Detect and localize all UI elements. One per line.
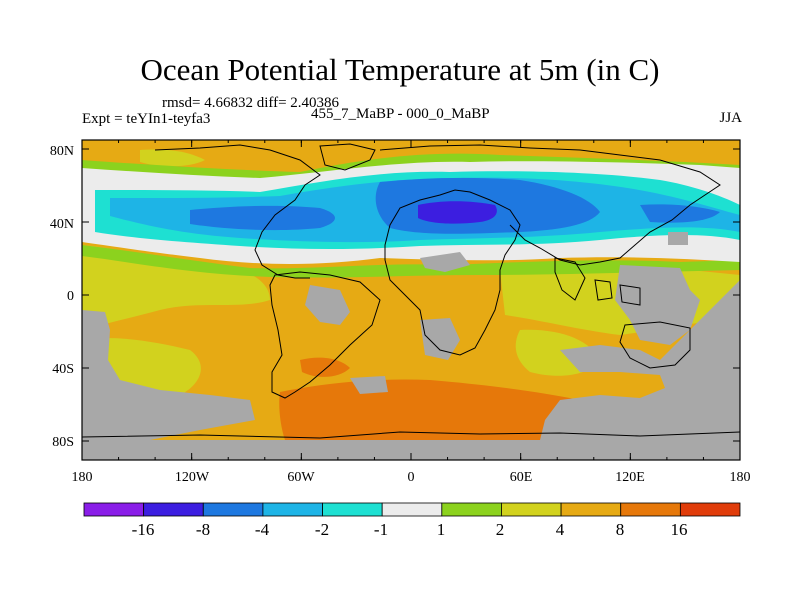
land-mask-north-africa <box>420 252 470 272</box>
land-mask-southeast <box>540 280 740 440</box>
outline-india <box>554 257 586 301</box>
x-tick-label: 120E <box>615 470 645 485</box>
field-blue-west <box>190 205 335 231</box>
outline-south-america <box>269 271 381 399</box>
field-darkorange-patch <box>300 357 350 377</box>
outline-europe-africa <box>384 189 521 356</box>
colorbar-swatch <box>143 502 204 517</box>
x-tick-label: 60W <box>287 470 315 485</box>
colorbar-labels: -16 -8 -4 -2 -1 1 2 4 8 16 <box>132 520 688 539</box>
rmsd-diff-stats: rmsd= 4.66832 diff= 2.40386 <box>162 95 340 111</box>
x-tick-label: 0 <box>408 470 415 485</box>
colorbar-label: 16 <box>671 520 688 539</box>
x-tick-label: 180 <box>72 470 93 485</box>
x-tick-label: 120W <box>175 470 210 485</box>
colorbar-label: 2 <box>496 520 505 539</box>
field-darkorange-south <box>279 379 580 445</box>
colorbar-swatch <box>202 502 264 517</box>
y-tick-label: 40S <box>52 362 74 377</box>
colorbar-swatch <box>322 502 383 517</box>
colorbar-swatch <box>83 502 145 517</box>
experiment-label: Expt = teYIn1-teyfa3 <box>82 111 211 127</box>
colorbar-swatch <box>262 502 323 517</box>
tick-marks <box>81 140 741 460</box>
field-yellow-band-west <box>82 245 270 330</box>
temperature-field <box>82 140 740 460</box>
land-mask-antarctic-west <box>82 440 740 460</box>
colorbar-swatch <box>620 502 681 517</box>
outline-maritime <box>594 279 641 306</box>
y-tick-label: 80N <box>50 144 74 159</box>
y-tick-label: 80S <box>52 435 74 450</box>
colorbar-label: -2 <box>315 520 329 539</box>
plot-title: Ocean Potential Temperature at 5m (in C) <box>140 52 660 87</box>
colorbar-swatch <box>441 502 502 517</box>
season-label: JJA <box>719 110 742 126</box>
colorbar-swatch <box>501 502 562 517</box>
continent-outlines <box>82 143 740 439</box>
colorbar-swatch <box>679 502 741 517</box>
y-tick-label: 0 <box>67 289 74 304</box>
y-tick-label: 40N <box>50 217 74 232</box>
field-darkblue-core <box>418 201 497 224</box>
land-mask-pacific-islands <box>615 265 700 345</box>
land-mask-south-america <box>305 285 350 325</box>
land-mask-africa <box>420 318 460 360</box>
colorbar-label: 8 <box>616 520 625 539</box>
x-tick-label: 60E <box>510 470 533 485</box>
outline-asia <box>379 144 721 266</box>
land-mask-southwest <box>82 310 255 445</box>
colorbar-label: -16 <box>132 520 155 539</box>
land-mask-south-atlantic <box>350 376 388 394</box>
outline-greenland <box>319 143 376 171</box>
time-difference-subtitle: 455_7_MaBP - 000_0_MaBP <box>311 106 490 122</box>
x-tick-label: 180 <box>730 470 751 485</box>
colorbar-label: 4 <box>556 520 565 539</box>
field-green-fringe-south <box>82 245 740 278</box>
outline-australia <box>619 321 691 369</box>
colorbar-label: -4 <box>255 520 270 539</box>
colorbar-label: -8 <box>196 520 210 539</box>
colorbar-swatch <box>381 502 443 517</box>
outline-antarctica <box>82 431 740 439</box>
colorbar-label: -1 <box>374 520 388 539</box>
colorbar-label: 1 <box>437 520 446 539</box>
colorbar <box>83 502 741 517</box>
land-mask-small-asia <box>668 232 688 245</box>
field-yellow-north-patch <box>140 149 205 167</box>
colorbar-swatch <box>560 502 622 517</box>
outline-north-america <box>154 144 321 279</box>
